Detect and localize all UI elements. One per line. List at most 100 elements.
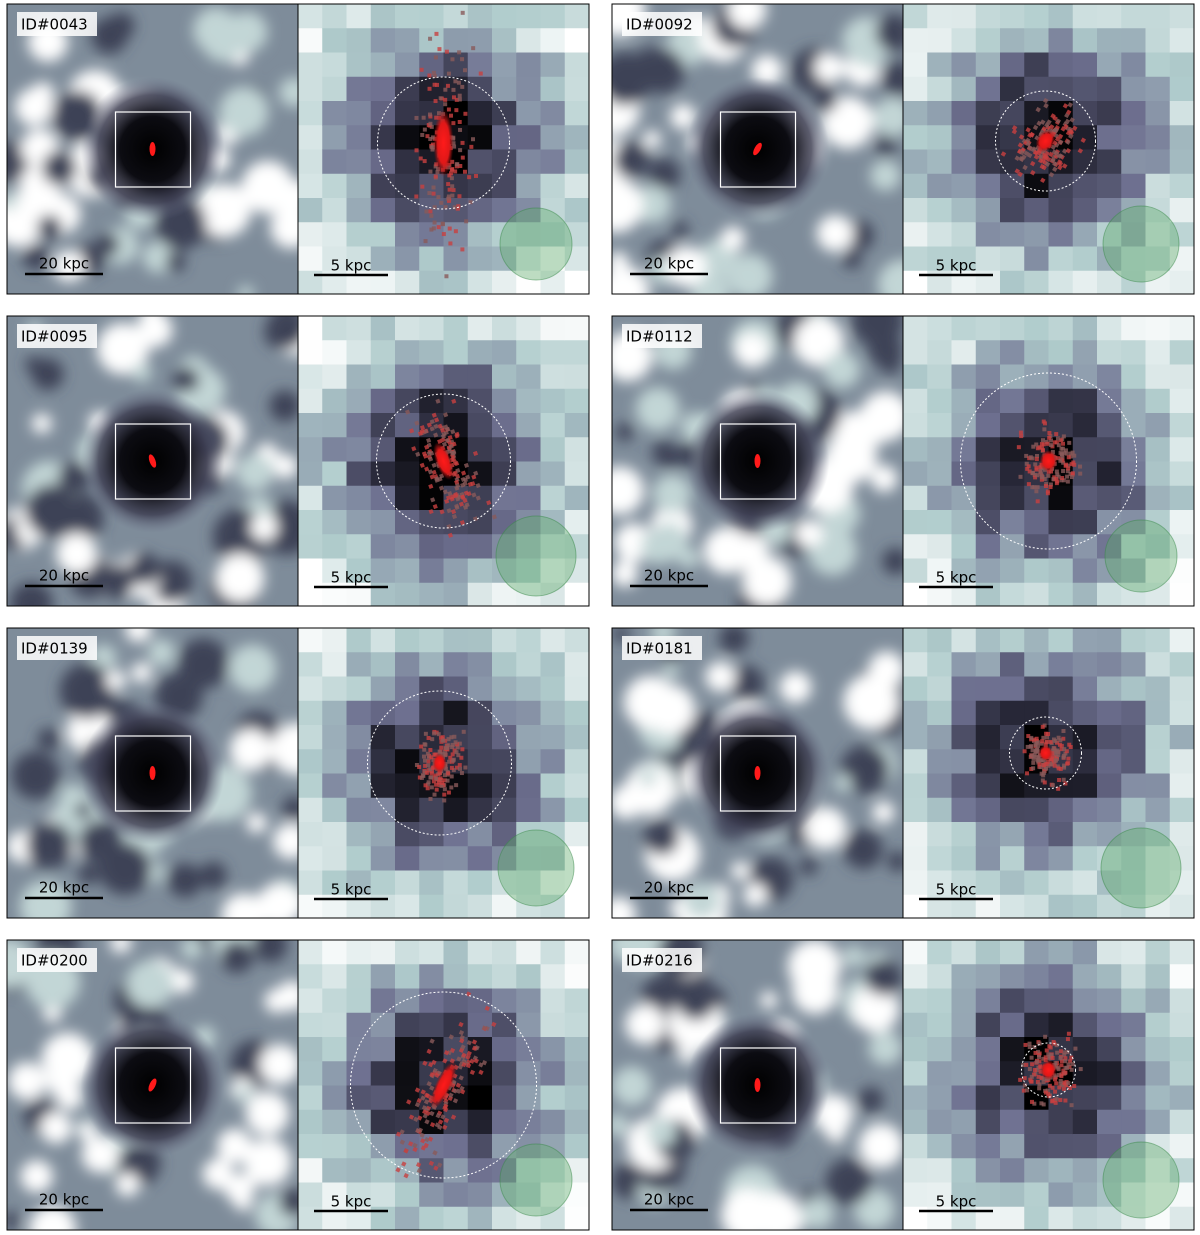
red-pixel bbox=[429, 213, 434, 218]
pixel bbox=[1121, 1134, 1146, 1159]
red-pixel bbox=[1058, 153, 1064, 159]
red-pixel bbox=[478, 1069, 484, 1075]
pixel bbox=[346, 485, 372, 511]
pixel bbox=[951, 749, 977, 774]
red-pixel bbox=[1051, 737, 1056, 742]
pixel bbox=[1072, 1012, 1098, 1038]
red-pixel bbox=[457, 93, 462, 98]
pixel bbox=[1048, 700, 1074, 726]
red-pixel bbox=[1047, 1056, 1052, 1061]
pixel bbox=[516, 461, 541, 487]
pixel bbox=[298, 822, 323, 847]
red-pixel bbox=[1052, 763, 1057, 768]
pixel bbox=[1145, 388, 1171, 414]
pixel bbox=[1121, 582, 1146, 606]
red-pixel bbox=[454, 783, 459, 788]
red-pixel bbox=[427, 191, 432, 196]
red-pixel bbox=[1067, 440, 1072, 445]
pixel bbox=[298, 28, 323, 53]
red-pixel bbox=[1022, 749, 1027, 754]
red-pixel bbox=[1031, 471, 1036, 476]
pixel bbox=[975, 316, 1001, 341]
pixel bbox=[1000, 846, 1025, 871]
pixel bbox=[1024, 700, 1049, 726]
red-pixel bbox=[1072, 125, 1078, 131]
pixel bbox=[903, 510, 928, 535]
red-pixel bbox=[460, 1044, 466, 1050]
red-pixel bbox=[460, 10, 465, 15]
pixel bbox=[1097, 461, 1122, 487]
pixel bbox=[975, 870, 1001, 896]
red-pixel bbox=[1026, 152, 1033, 159]
pixel bbox=[564, 1061, 589, 1086]
blob bbox=[236, 453, 274, 492]
red-pixel bbox=[462, 497, 468, 504]
pixel bbox=[1024, 1158, 1049, 1183]
pixel bbox=[1097, 894, 1122, 918]
red-pixel bbox=[471, 46, 476, 51]
pixel bbox=[951, 534, 977, 559]
red-pixel bbox=[422, 159, 427, 164]
pixel bbox=[1121, 1158, 1146, 1183]
red-core bbox=[753, 142, 762, 156]
blob bbox=[165, 251, 186, 272]
red-pixel bbox=[466, 1050, 472, 1057]
pixel bbox=[1121, 988, 1146, 1014]
pixel bbox=[975, 4, 1001, 29]
pixel bbox=[1024, 894, 1049, 918]
label-bg bbox=[622, 636, 702, 660]
scale-label: 5 kpc bbox=[331, 881, 372, 899]
pixel bbox=[370, 1061, 396, 1086]
pixel bbox=[903, 725, 928, 750]
blob bbox=[821, 96, 874, 149]
pixel bbox=[951, 822, 977, 847]
pixel bbox=[443, 316, 469, 341]
pixel bbox=[927, 485, 952, 511]
red-pixel bbox=[433, 1165, 439, 1171]
red-pixel bbox=[1060, 455, 1065, 460]
red-pixel bbox=[1033, 462, 1038, 467]
red-pixel bbox=[1044, 161, 1051, 167]
pixel bbox=[903, 4, 928, 29]
red-pixel bbox=[1058, 1049, 1063, 1054]
red-pixel bbox=[1056, 786, 1061, 791]
pixel bbox=[395, 628, 420, 653]
pixel bbox=[298, 1085, 323, 1111]
pixel bbox=[1145, 749, 1171, 774]
red-pixel bbox=[1040, 739, 1045, 744]
blob bbox=[148, 639, 175, 667]
blob bbox=[834, 774, 852, 792]
pixel bbox=[1048, 76, 1074, 102]
pixel bbox=[346, 582, 372, 606]
red-pixel bbox=[1029, 131, 1035, 138]
pixel bbox=[927, 700, 952, 726]
pixel bbox=[322, 437, 347, 462]
pixel bbox=[443, 652, 469, 677]
red-pixel bbox=[432, 73, 437, 78]
pixel bbox=[516, 149, 541, 175]
panel-id: ID#0043 bbox=[21, 16, 88, 34]
pixel bbox=[370, 437, 396, 462]
red-pixel bbox=[424, 209, 429, 214]
pixel bbox=[516, 582, 541, 606]
pixel bbox=[1024, 340, 1049, 365]
pixel bbox=[1072, 76, 1098, 102]
pixel bbox=[903, 870, 928, 896]
pixel bbox=[927, 749, 952, 774]
pixel bbox=[516, 1182, 541, 1208]
red-pixel bbox=[1054, 1081, 1059, 1086]
red-pixel bbox=[443, 1103, 449, 1109]
pixel bbox=[564, 822, 589, 847]
blob bbox=[825, 1158, 872, 1205]
red-pixel bbox=[1021, 1063, 1026, 1068]
red-pixel bbox=[473, 470, 479, 476]
blob bbox=[814, 90, 837, 113]
red-pixel bbox=[450, 745, 455, 750]
pixel bbox=[298, 988, 323, 1014]
pixel bbox=[370, 364, 396, 390]
pixel bbox=[1121, 725, 1146, 750]
red-pixel bbox=[425, 786, 430, 791]
pixel bbox=[419, 1206, 444, 1230]
